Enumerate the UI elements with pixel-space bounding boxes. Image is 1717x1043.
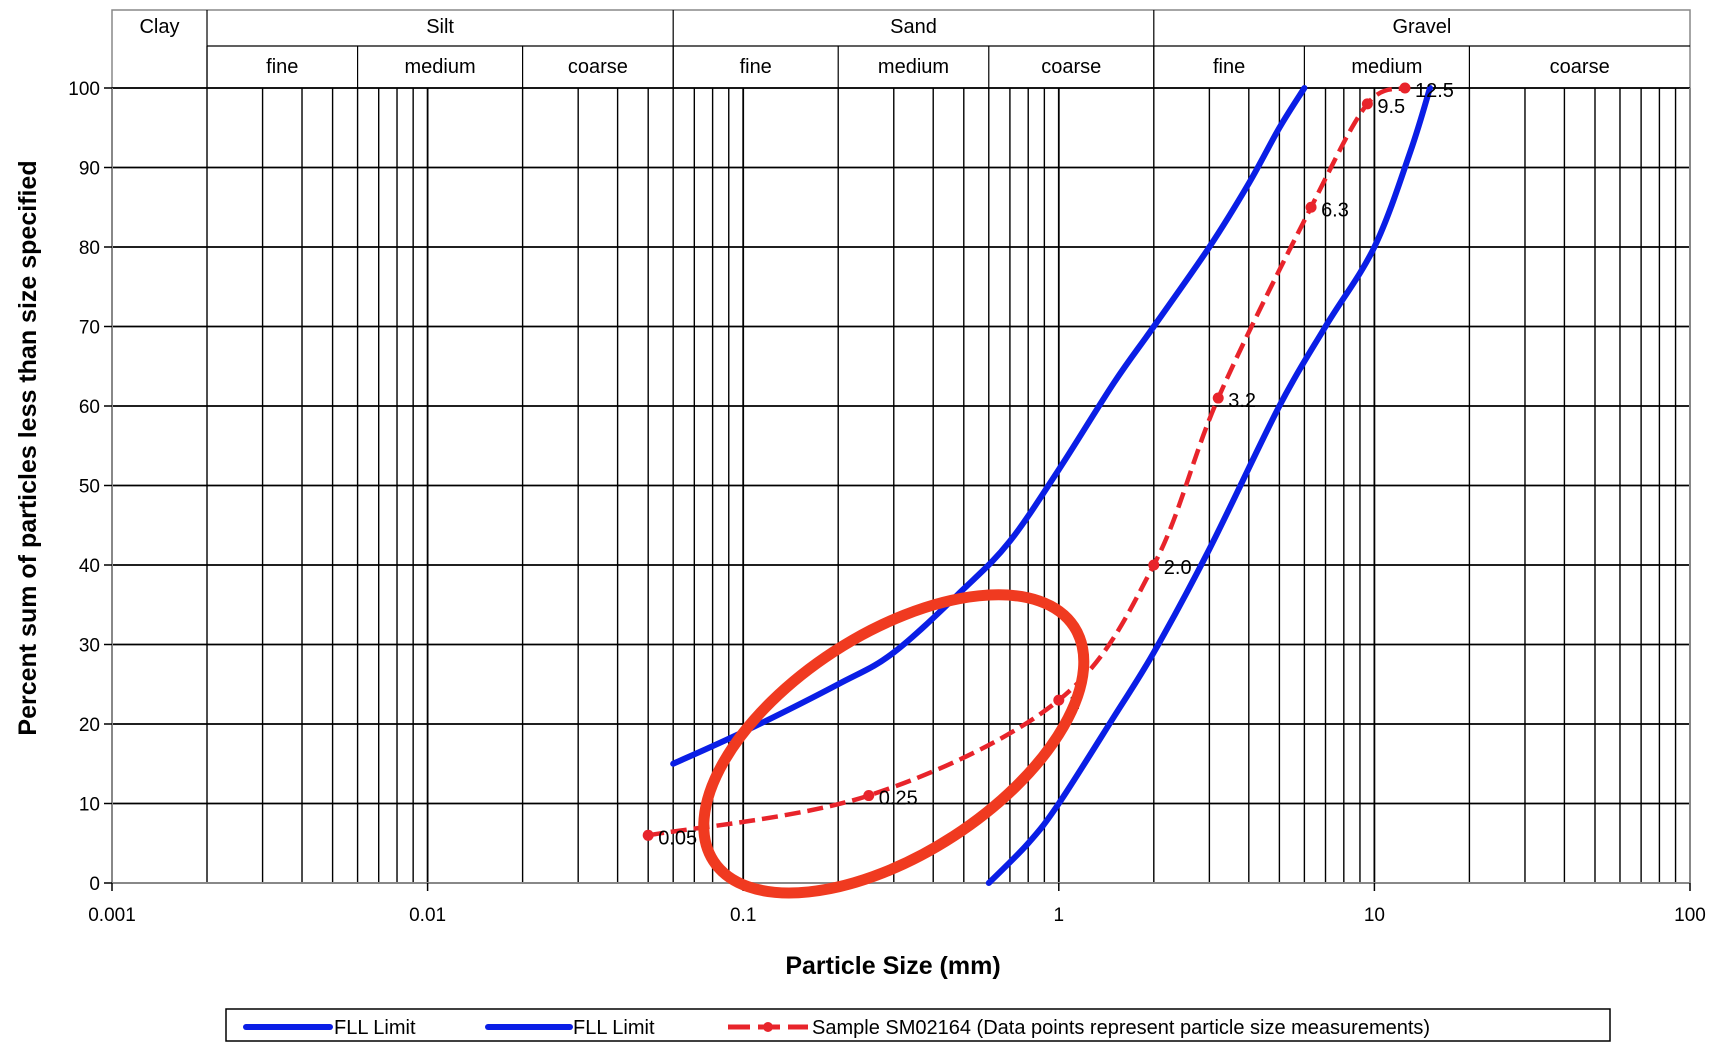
y-axis-ticks: 0 10 20 30 40 50 60 70 80 90 100 [68, 79, 112, 895]
subclass-label: coarse [1041, 56, 1101, 78]
legend-box [225, 1008, 1611, 1042]
x-tick-label: 100 [1674, 905, 1706, 926]
x-tick-label: 1 [1054, 905, 1065, 926]
subclass-label: coarse [568, 56, 628, 78]
subclass-label: fine [740, 56, 772, 78]
series-line-1 [985, 85, 1433, 886]
sample-point [642, 829, 654, 841]
sample-point-label: 0.05 [658, 827, 697, 849]
y-tick-label: 10 [79, 795, 100, 816]
annotation-layer [698, 589, 1090, 899]
sample-point [1399, 82, 1411, 94]
x-tick-label: 0.1 [730, 905, 756, 926]
subclass-label: medium [1351, 56, 1422, 78]
x-tick-label: 0.001 [88, 905, 136, 926]
major-gridlines [111, 87, 1691, 884]
y-tick-label: 100 [68, 79, 100, 100]
legend-marker-sample [763, 1022, 773, 1032]
legend: FLL Limit FLL Limit Sample SM02164 (Data… [225, 1008, 1611, 1042]
class-label: Sand [890, 16, 937, 38]
sample-point [1148, 559, 1160, 571]
legend-item-fll-limit-1: FLL Limit [243, 1017, 416, 1039]
legend-label-sample: Sample SM02164 (Data points represent pa… [812, 1017, 1430, 1039]
sample-point [1305, 201, 1317, 213]
y-axis-title: Percent sum of particles less than size … [14, 160, 42, 735]
sample-point-label: 12.5 [1415, 80, 1454, 102]
class-label: Clay [139, 16, 179, 38]
y-tick-label: 80 [79, 238, 100, 259]
sample-point [1361, 98, 1373, 110]
series-line-2 [647, 85, 1406, 838]
y-tick-label: 50 [79, 477, 100, 498]
sample-point-label: 2.0 [1164, 557, 1192, 579]
y-tick-label: 30 [79, 636, 100, 657]
x-tick-label: 0.01 [409, 905, 446, 926]
size-class-labels: Clay Silt Sand Gravel fine medium coarse fine me… [139, 16, 1609, 78]
y-tick-label: 70 [79, 318, 100, 339]
x-axis-title: Particle Size (mm) [785, 952, 1000, 980]
sample-point [863, 790, 875, 802]
x-axis-ticks: 0.001 0.01 0.1 1 10 100 [88, 883, 1706, 926]
class-label: Silt [426, 16, 454, 38]
subclass-label: fine [266, 56, 298, 78]
subclass-label: coarse [1550, 56, 1610, 78]
sample-point [1053, 694, 1065, 706]
legend-item-sample: Sample SM02164 (Data points represent pa… [728, 1017, 1430, 1039]
class-label: Gravel [1392, 16, 1451, 38]
legend-item-fll-limit-2: FLL Limit [485, 1017, 655, 1039]
legend-label-fll-limit-1: FLL Limit [334, 1017, 416, 1039]
subclass-label: fine [1213, 56, 1245, 78]
subclass-label: medium [405, 56, 476, 78]
series-line-0 [670, 85, 1308, 767]
size-class-header [111, 9, 1691, 89]
sample-point [1212, 392, 1224, 404]
y-tick-label: 20 [79, 715, 100, 736]
sample-point-label: 9.5 [1377, 96, 1405, 118]
y-tick-label: 60 [79, 397, 100, 418]
header-box [111, 9, 1691, 89]
x-tick-label: 10 [1364, 905, 1385, 926]
y-tick-label: 40 [79, 556, 100, 577]
y-tick-label: 0 [89, 874, 100, 895]
highlight-ellipse [698, 589, 1090, 899]
legend-label-fll-limit-2: FLL Limit [573, 1017, 655, 1039]
sample-point-label: 6.3 [1321, 199, 1349, 221]
sample-point-label: 0.25 [879, 788, 918, 810]
y-tick-label: 90 [79, 159, 100, 180]
subclass-label: medium [878, 56, 949, 78]
sample-point-label: 3.2 [1228, 390, 1256, 412]
